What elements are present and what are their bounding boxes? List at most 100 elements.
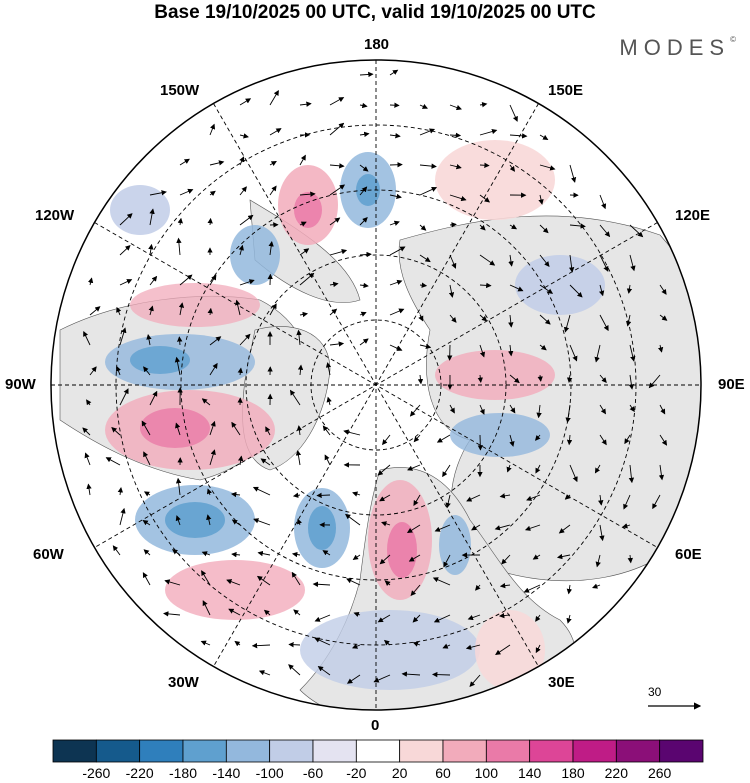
wind-vector — [628, 464, 635, 484]
wind-vector — [413, 434, 421, 443]
wind-vector — [299, 248, 310, 256]
wind-vector — [509, 104, 518, 122]
wind-vector — [389, 193, 402, 200]
wind-vector — [623, 494, 631, 510]
wind-vector — [239, 214, 254, 226]
wind-vector — [325, 362, 332, 376]
wind-vector — [569, 164, 577, 183]
wind-vector — [566, 614, 572, 624]
colorbar-swatch — [355, 739, 401, 763]
wind-vector — [524, 524, 541, 531]
wind-vector — [175, 515, 181, 526]
wind-vector — [569, 223, 586, 229]
wind-vector — [359, 186, 368, 196]
wind-vector — [230, 491, 241, 498]
wind-vector — [509, 404, 516, 414]
wind-vector — [148, 243, 154, 256]
wind-vector — [624, 434, 631, 445]
wind-vector — [412, 614, 421, 623]
lon-label-30w: 30W — [168, 674, 199, 691]
wind-vector — [314, 637, 331, 646]
colorbar-swatch — [529, 739, 574, 763]
wind-vector — [539, 344, 547, 351]
colorbar-tick-label: -220 — [125, 765, 154, 781]
wind-vector — [239, 186, 247, 196]
wind-vector — [479, 282, 492, 289]
wind-vector — [239, 133, 249, 139]
wind-vector — [237, 367, 243, 376]
wind-vector — [296, 518, 303, 526]
wind-vector — [257, 550, 271, 557]
wind-vector — [419, 103, 428, 109]
wind-vector — [209, 420, 216, 436]
wind-vector — [466, 494, 481, 502]
anomaly-positive — [165, 560, 305, 620]
wind-vector — [177, 336, 183, 346]
wind-vector — [556, 553, 571, 560]
brand-mark: © — [730, 35, 736, 44]
wind-vector — [595, 554, 601, 568]
wind-vector — [431, 671, 451, 678]
wind-vector — [389, 69, 399, 76]
wind-vector — [359, 71, 374, 78]
wind-vector — [343, 429, 361, 436]
wind-vector — [599, 254, 609, 272]
wind-vector — [659, 434, 668, 446]
wind-vector — [508, 344, 514, 357]
wind-vector — [329, 184, 346, 196]
wind-vector — [622, 523, 631, 529]
wind-vector — [201, 551, 211, 557]
wind-vector — [299, 101, 312, 107]
wind-vector — [419, 254, 431, 263]
wind-vector — [299, 221, 307, 227]
wind-vector — [594, 344, 601, 363]
wind-vector — [209, 123, 216, 136]
colorbar-swatch — [442, 739, 487, 763]
wind-vector — [143, 491, 151, 497]
wind-vector — [295, 450, 302, 466]
map-title: Base 19/10/2025 00 UTC, valid 19/10/2025… — [154, 2, 596, 23]
wind-vector — [353, 611, 361, 618]
wind-vector — [299, 272, 315, 286]
wind-vector — [297, 364, 304, 376]
anomaly-negative — [130, 346, 190, 374]
wind-vector — [202, 600, 211, 616]
wind-vector — [449, 404, 455, 414]
wind-vector — [149, 390, 158, 406]
wind-vector — [263, 609, 271, 616]
wind-vector — [442, 464, 451, 478]
lon-label-120e: 120E — [675, 207, 711, 224]
wind-vector — [329, 281, 339, 288]
wind-vector — [475, 584, 481, 591]
wind-vector — [314, 614, 331, 622]
wind-vector — [409, 404, 421, 417]
wind-vector — [539, 134, 549, 140]
wind-vector — [238, 244, 244, 256]
brand-name: MODES — [619, 35, 731, 60]
wind-vector — [629, 344, 636, 362]
lon-label-150w: 150W — [160, 82, 200, 99]
wind-vector — [316, 492, 331, 499]
wind-vector — [359, 311, 367, 317]
wind-vector — [346, 674, 361, 684]
wind-vector — [536, 404, 542, 419]
wind-vector — [479, 194, 491, 203]
colorbar-tick-label: -100 — [255, 765, 284, 781]
wind-vector — [379, 554, 391, 565]
wind-vector — [539, 314, 551, 325]
wind-vector — [288, 641, 301, 648]
wind-vector — [269, 89, 279, 106]
wind-vector — [269, 303, 277, 316]
anomaly-negative — [308, 506, 336, 550]
wind-vector — [418, 314, 424, 322]
wind-vector — [231, 421, 241, 436]
wind-vector — [495, 644, 511, 655]
wind-vector — [231, 551, 241, 558]
wind-vector — [235, 299, 241, 316]
wind-vector — [407, 464, 421, 471]
colorbar-swatch — [95, 739, 141, 763]
wind-vector — [652, 494, 661, 510]
wind-vector — [209, 190, 216, 197]
wind-vector — [465, 644, 481, 650]
wind-vector — [251, 642, 271, 649]
